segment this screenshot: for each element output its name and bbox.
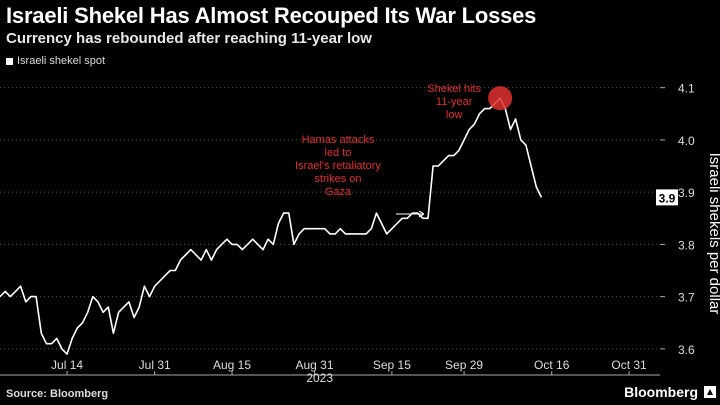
bloomberg-mark-icon — [704, 386, 716, 398]
annotation-text-line: led to — [325, 147, 352, 159]
legend-label: Israeli shekel spot — [17, 55, 106, 67]
x-tick-label: Jul 14 — [51, 358, 83, 372]
annotation-arrow-head — [418, 210, 425, 218]
low-annotation-text-line: Shekel hits — [427, 83, 481, 95]
low-marker-circle — [488, 86, 513, 111]
annotation-text-line: Hamas attacks — [302, 134, 375, 146]
y-tick-label: 4.1 — [678, 82, 695, 96]
chart-legend: Israeli shekel spot — [6, 55, 105, 67]
y-tick-label: 3.8 — [678, 238, 695, 252]
y-tick-label: 4.0 — [678, 134, 695, 148]
brand-logo-text: Bloomberg — [624, 384, 698, 400]
x-tick-label: Sep 29 — [445, 358, 483, 372]
x-tick-label: Oct 31 — [611, 358, 647, 372]
low-annotation-text-line: 11-year — [436, 96, 473, 108]
chart-subtitle: Currency has rebounded after reaching 11… — [6, 30, 372, 47]
x-tick-label: Jul 31 — [139, 358, 171, 372]
x-axis-year-label: 2023 — [306, 371, 333, 385]
source-note: Source: Bloomberg — [6, 388, 109, 400]
x-tick-label: Aug 15 — [213, 358, 251, 372]
y-tick-label: 3.6 — [678, 343, 695, 357]
x-tick-label: Oct 16 — [534, 358, 570, 372]
last-value-label: 3.9 — [659, 191, 676, 205]
low-annotation-text-line: low — [446, 109, 463, 121]
last-value-box — [656, 189, 678, 206]
annotation-text-line: strikes on — [314, 173, 361, 185]
series-line-israeli-shekel-spot — [0, 97, 543, 355]
annotation-text-line: Gaza — [325, 186, 352, 198]
y-tick-label: 3.7 — [678, 291, 695, 305]
y-axis-title: Israeli shekels per dollar — [706, 153, 720, 315]
chart-title: Israeli Shekel Has Almost Recouped Its W… — [6, 3, 537, 28]
legend-swatch — [6, 57, 13, 65]
y-tick-label: 3.9 — [678, 186, 695, 200]
x-tick-label: Aug 31 — [296, 358, 334, 372]
annotation-text-line: Israel's retaliatory — [295, 160, 381, 172]
x-tick-label: Sep 15 — [373, 358, 411, 372]
